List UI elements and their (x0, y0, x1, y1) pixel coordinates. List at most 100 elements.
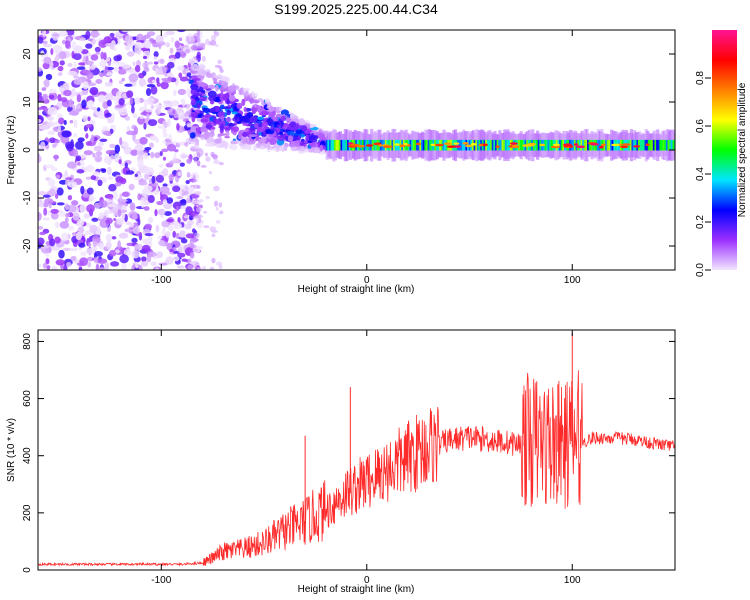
dispersive-blob (276, 138, 285, 146)
noise-blob (68, 110, 79, 116)
noise-blob (118, 232, 129, 239)
noise-blob (175, 205, 180, 212)
noise-blob (178, 37, 183, 42)
noise-blob (114, 98, 119, 106)
dispersive-blob (228, 94, 236, 102)
noise-blob (134, 64, 141, 73)
noise-blob (65, 177, 73, 181)
noise-blob (219, 162, 224, 166)
noise-blob (122, 141, 129, 148)
band-core (598, 139, 602, 151)
noise-blob (180, 238, 188, 244)
noise-blob (195, 221, 199, 226)
noise-blob (121, 77, 125, 82)
band-peak (403, 142, 408, 146)
band-core (582, 139, 586, 151)
dispersive-blob (199, 70, 207, 77)
band-core (488, 139, 492, 151)
spectrogram-ytick-label: 20 (22, 48, 33, 60)
noise-blob (140, 111, 149, 116)
figure-title: S199.2025.225.00.44.C34 (274, 1, 438, 17)
dispersive-blob (237, 134, 243, 140)
noise-blob (175, 232, 180, 239)
noise-blob (124, 162, 129, 169)
noise-blob (154, 209, 158, 217)
band-core (462, 139, 466, 151)
noise-blob (85, 176, 92, 180)
band-core (516, 139, 520, 151)
noise-blob (169, 47, 174, 54)
band-core (659, 139, 663, 151)
band-peak (446, 145, 456, 148)
dispersive-blob (225, 130, 230, 137)
noise-blob (55, 174, 61, 180)
noise-blob (64, 203, 69, 211)
noise-blob (103, 52, 107, 61)
noise-blob (161, 227, 166, 236)
noise-blob (137, 218, 141, 226)
noise-blob (131, 213, 138, 220)
band-core (421, 139, 425, 151)
band-core (670, 139, 675, 151)
band-core (669, 139, 673, 151)
band-core (499, 139, 504, 151)
dispersive-blob (276, 124, 282, 128)
noise-blob (90, 175, 97, 181)
noise-blob (38, 197, 42, 204)
dispersive-blob (208, 95, 216, 102)
noise-blob (162, 183, 168, 187)
dispersive-blob (210, 72, 217, 80)
band-core (560, 139, 564, 151)
dispersive-blob (211, 126, 216, 130)
band-core (327, 139, 331, 151)
colorbar-tick-label: 0.0 (695, 263, 706, 277)
noise-blob (115, 249, 120, 254)
noise-blob (124, 83, 133, 87)
noise-blob (109, 42, 115, 50)
noise-blob (185, 35, 190, 43)
dispersive-blob (195, 68, 204, 72)
noise-blob (185, 48, 191, 54)
noise-blob (150, 182, 159, 187)
dispersive-blob (260, 136, 267, 144)
band-peak (576, 145, 586, 149)
noise-blob (163, 79, 172, 84)
noise-blob (86, 256, 95, 262)
band-peak (453, 142, 460, 145)
noise-blob (92, 152, 96, 158)
noise-blob (114, 153, 120, 162)
band-core (458, 139, 463, 151)
dispersive-blob (260, 99, 265, 106)
noise-blob (38, 92, 42, 97)
noise-blob (116, 218, 125, 225)
noise-blob (159, 186, 170, 194)
noise-blob (63, 89, 72, 97)
noise-blob (57, 125, 61, 133)
noise-blob (114, 67, 118, 72)
noise-blob (172, 185, 181, 193)
dispersive-blob (226, 123, 236, 127)
noise-blob (168, 173, 174, 182)
noise-blob (105, 209, 111, 214)
band-peak (399, 144, 405, 147)
spectrogram-ylabel: Frequency (Hz) (6, 116, 17, 185)
band-peak (552, 143, 561, 147)
noise-blob (143, 122, 147, 130)
band-core (503, 139, 507, 151)
dispersive-blob (286, 126, 294, 131)
noise-blob (169, 222, 173, 230)
noise-blob (186, 72, 192, 77)
noise-blob (125, 198, 133, 204)
noise-blob (39, 124, 49, 131)
band-peak (495, 145, 500, 148)
noise-blob (95, 79, 103, 84)
noise-blob (43, 107, 49, 112)
dispersive-blob (231, 111, 238, 115)
noise-blob (156, 77, 160, 84)
band-peak (430, 143, 437, 147)
band-core (657, 139, 661, 151)
noise-blob (98, 243, 105, 250)
band-core (391, 139, 395, 151)
noise-blob (48, 88, 57, 94)
